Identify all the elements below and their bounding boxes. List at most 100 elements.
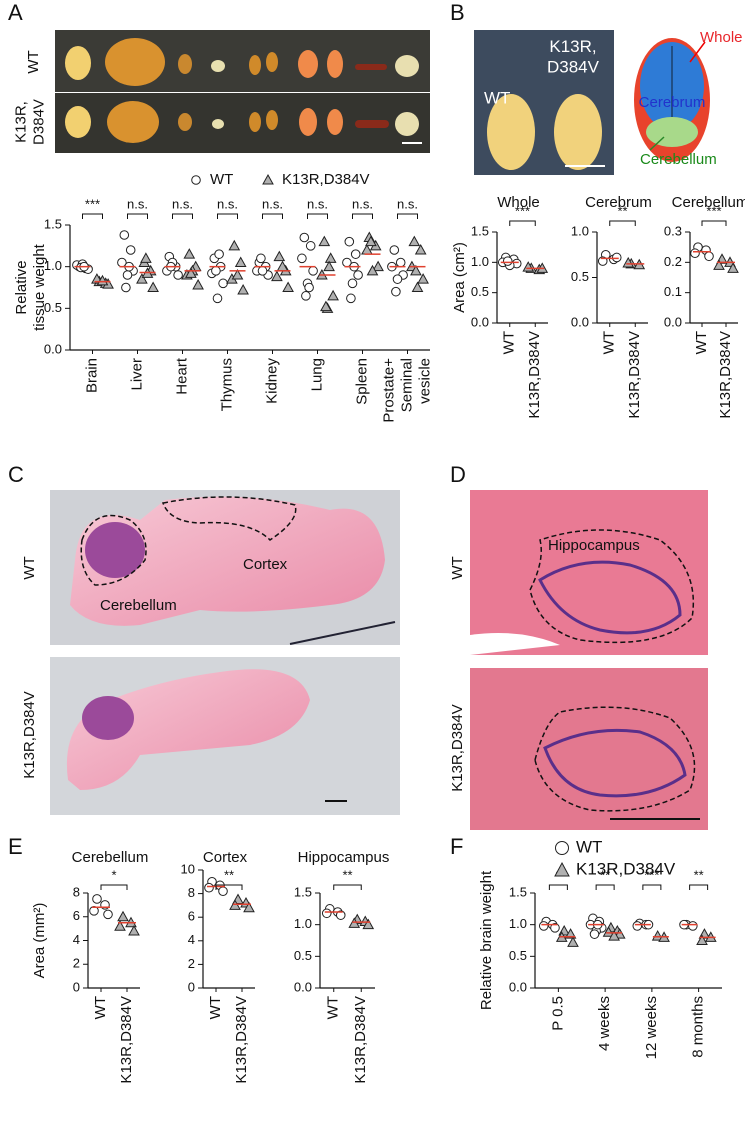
significance-bracket <box>642 884 662 890</box>
data-point <box>611 252 622 263</box>
data-point <box>704 251 714 262</box>
significance-bracket <box>701 220 727 226</box>
y-tick-label: 0.2 <box>664 254 682 269</box>
significance-label: ** <box>600 867 610 882</box>
row-label: WT <box>449 556 466 579</box>
significance-label: *** <box>85 196 100 211</box>
x-tick-label: WT <box>601 331 618 354</box>
x-tick-label: K13R,D384V <box>717 331 734 419</box>
data-point <box>256 253 266 264</box>
y-tick-label: 0.0 <box>471 314 489 329</box>
y-tick-label: 6 <box>188 909 195 924</box>
significance-bracket <box>509 220 536 226</box>
significance-bracket <box>333 884 362 890</box>
data-point <box>231 268 244 280</box>
data-point <box>608 930 620 941</box>
data-point <box>417 273 429 284</box>
x-tick-label: 8 months <box>690 996 707 1058</box>
panel-label: E <box>8 834 23 859</box>
data-point <box>228 239 241 251</box>
x-tick-label: Thymus <box>218 358 235 411</box>
y-tick-label: 0.0 <box>664 314 682 329</box>
data-point <box>589 929 600 939</box>
data-point <box>204 882 214 893</box>
significance-label: ** <box>617 203 627 218</box>
data-point <box>320 300 332 312</box>
data-point <box>688 921 698 931</box>
x-tick-label: K13R,D384V <box>233 996 250 1084</box>
data-point <box>308 266 318 276</box>
data-point <box>321 908 332 919</box>
row-label-line: K13R, <box>12 101 29 143</box>
data-point <box>622 256 635 268</box>
significance-label: n.s. <box>127 196 148 211</box>
section-photo <box>50 490 400 815</box>
data-point <box>243 901 255 913</box>
significance-label: n.s. <box>217 196 238 211</box>
legend-label: WT <box>576 837 602 856</box>
significance-bracket <box>262 213 283 219</box>
y-tick-label: 0.5 <box>571 269 589 284</box>
significance-bracket <box>172 213 193 219</box>
data-point <box>282 281 294 292</box>
data-point <box>301 291 311 301</box>
y-axis-label-line: tissue weight <box>31 243 48 331</box>
legend-label: K13R,D384V <box>282 171 370 188</box>
data-point <box>103 909 113 920</box>
data-point <box>365 235 377 247</box>
data-point <box>564 928 577 939</box>
data-point <box>218 278 228 289</box>
data-point <box>136 273 148 284</box>
significance-label: n.s. <box>262 196 283 211</box>
significance-label: *** <box>644 867 659 882</box>
y-tick-label: 6 <box>73 908 80 923</box>
panel-label: C <box>8 462 24 487</box>
data-point <box>273 250 286 262</box>
significance-label: ** <box>224 867 234 882</box>
x-tick-label: Liver <box>128 358 145 391</box>
chart-title: Cerebrum <box>585 194 652 211</box>
legend-label: K13R,D384V <box>576 859 676 878</box>
y-tick-label: 1.5 <box>44 216 62 231</box>
x-tick-label: 4 weeks <box>596 996 613 1051</box>
data-point <box>713 259 725 270</box>
significance-bracket <box>100 884 128 890</box>
data-point <box>297 253 307 264</box>
data-point <box>353 270 363 280</box>
y-tick-label: 8 <box>73 884 80 899</box>
x-tick-label: K13R,D384V <box>626 331 643 419</box>
significance-label: *** <box>706 203 721 218</box>
y-tick-label: 1.0 <box>44 258 62 273</box>
y-tick-label: 0.5 <box>44 300 62 315</box>
significance-label: n.s. <box>172 196 193 211</box>
data-point <box>122 270 133 280</box>
y-tick-label: 1.0 <box>571 223 589 238</box>
x-tick-label: K13R,D384V <box>526 331 543 419</box>
significance-label: ** <box>342 867 352 882</box>
row-label: K13R,D384V <box>449 704 466 792</box>
significance-bracket <box>548 884 568 890</box>
y-tick-label: 10 <box>181 861 195 876</box>
data-point <box>140 252 152 263</box>
y-tick-label: 1.5 <box>471 223 489 238</box>
row-label: WT <box>21 556 38 579</box>
legend-marker <box>191 175 201 185</box>
x-tick-label-line: vesicle <box>416 358 433 404</box>
legend-marker <box>262 173 274 185</box>
data-point <box>96 274 109 286</box>
diagram-label: Whole <box>700 29 743 46</box>
data-point <box>335 910 346 920</box>
data-point <box>324 252 337 263</box>
data-point <box>218 886 228 897</box>
y-tick-label: 0 <box>188 979 195 994</box>
legend-marker <box>554 861 570 877</box>
x-tick-label: Spleen <box>353 358 370 405</box>
data-point <box>567 936 579 947</box>
data-point <box>538 921 549 931</box>
data-point <box>211 266 221 276</box>
significance-label: *** <box>515 203 530 218</box>
significance-bracket <box>689 884 709 890</box>
panel-label: F <box>450 834 463 859</box>
significance-label: n.s. <box>307 196 328 211</box>
data-point <box>183 248 196 259</box>
